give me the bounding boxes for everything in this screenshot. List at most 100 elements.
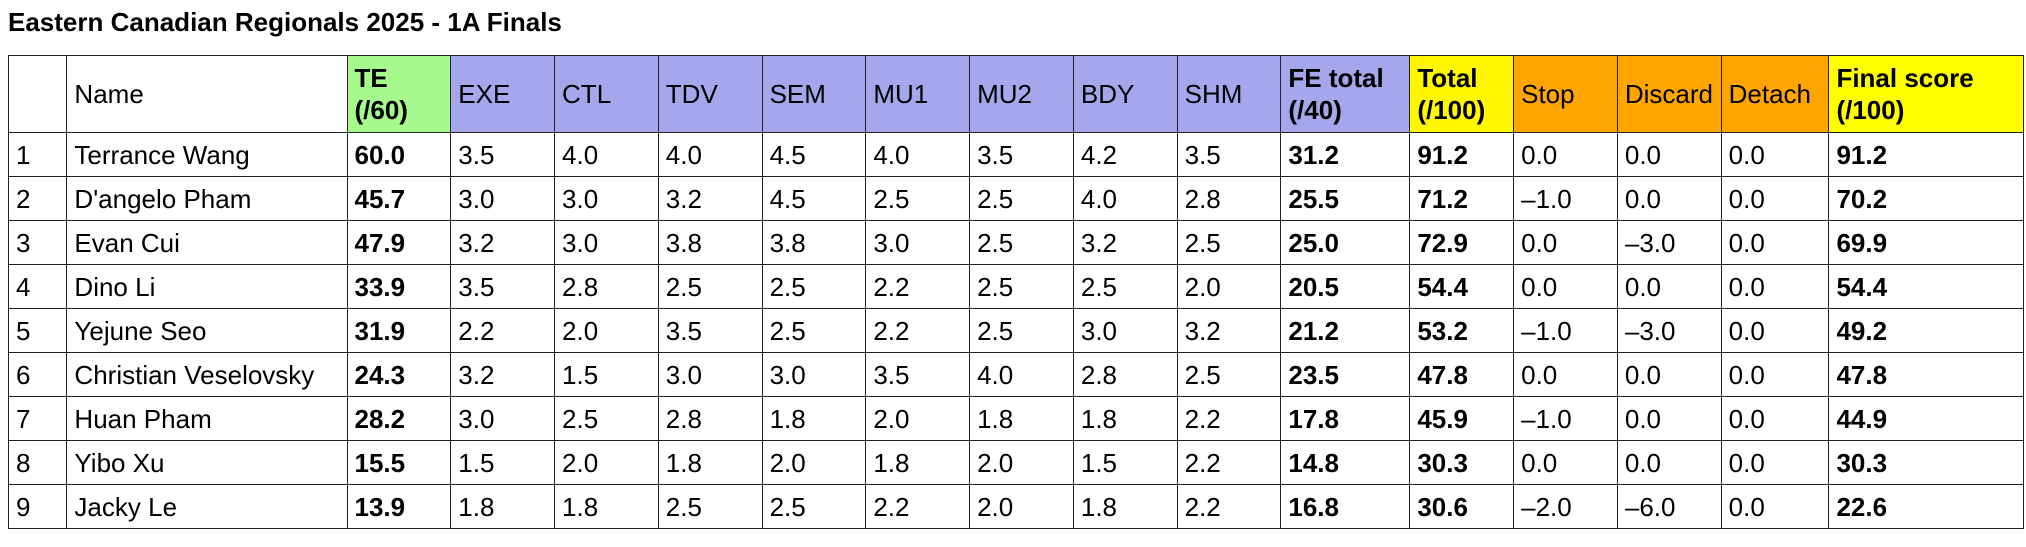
header-tdv: TDV	[657, 55, 763, 133]
cell-rank: 3	[7, 220, 68, 265]
cell-final: 91.2	[1828, 132, 2024, 177]
table-row: 9 Jacky Le 13.9 1.8 1.8 2.5 2.5 2.2 2.0 1.8 2.2 16.…	[7, 484, 2024, 529]
cell-fe-total: 14.8	[1280, 440, 1411, 485]
header-mu2: MU2	[969, 55, 1074, 133]
table-row: 5 Yejune Seo 31.9 2.2 2.0 3.5 2.5 2.2 2.5 3.0 3.2 2…	[7, 308, 2024, 353]
cell-tdv: 3.8	[657, 220, 763, 265]
cell-fe-total: 17.8	[1280, 396, 1411, 441]
page-title: Eastern Canadian Regionals 2025 - 1A Fin…	[8, 7, 562, 37]
cell-bdy: 1.5	[1072, 440, 1178, 485]
cell-total: 30.6	[1409, 484, 1515, 529]
cell-tdv: 2.5	[657, 264, 763, 309]
cell-ctl: 2.8	[554, 264, 659, 309]
cell-te: 13.9	[346, 484, 452, 529]
cell-rank: 8	[7, 440, 68, 485]
cell-te: 28.2	[346, 396, 452, 441]
cell-rank: 7	[7, 396, 68, 441]
header-fe-total: FE total (/40)	[1280, 55, 1411, 133]
cell-bdy: 3.0	[1072, 308, 1178, 353]
cell-tdv: 3.5	[657, 308, 763, 353]
cell-rank: 9	[7, 484, 68, 529]
header-shm: SHM	[1176, 55, 1282, 133]
cell-discard: 0.0	[1616, 396, 1722, 441]
table-row: 7 Huan Pham 28.2 3.0 2.5 2.8 1.8 2.0 1.8 1.8 2.2 17…	[7, 396, 2024, 441]
table-row: 8 Yibo Xu 15.5 1.5 2.0 1.8 2.0 1.8 2.0 1.5 2.2 14.8…	[7, 440, 2024, 485]
cell-sem: 2.5	[761, 264, 867, 309]
cell-shm: 2.2	[1176, 484, 1282, 529]
header-bdy: BDY	[1072, 55, 1178, 133]
cell-tdv: 1.8	[657, 440, 763, 485]
cell-sem: 3.0	[761, 352, 867, 397]
cell-mu1: 4.0	[865, 132, 971, 177]
cell-final: 49.2	[1828, 308, 2024, 353]
cell-final: 44.9	[1828, 396, 2024, 441]
cell-mu1: 2.2	[865, 264, 971, 309]
cell-fe-total: 25.0	[1280, 220, 1411, 265]
cell-detach: 0.0	[1720, 440, 1830, 485]
cell-shm: 2.0	[1176, 264, 1282, 309]
cell-name: Yibo Xu	[66, 440, 348, 485]
cell-exe: 3.0	[450, 396, 556, 441]
cell-exe: 3.5	[450, 264, 556, 309]
table-row: 4 Dino Li 33.9 3.5 2.8 2.5 2.5 2.2 2.5 2.5 2.0 20.5…	[7, 264, 2024, 309]
cell-tdv: 4.0	[657, 132, 763, 177]
table-row: 2 D'angelo Pham 45.7 3.0 3.0 3.2 4.5 2.5 2.5 4.0 2…	[7, 176, 2024, 221]
cell-detach: 0.0	[1720, 264, 1830, 309]
cell-name: Terrance Wang	[66, 132, 348, 177]
cell-shm: 2.5	[1176, 352, 1282, 397]
table-row: 3 Evan Cui 47.9 3.2 3.0 3.8 3.8 3.0 2.5 3.2 2.5 25.…	[7, 220, 2024, 265]
cell-mu2: 2.5	[969, 220, 1074, 265]
cell-detach: 0.0	[1720, 132, 1830, 177]
cell-te: 47.9	[346, 220, 452, 265]
cell-mu2: 2.0	[969, 440, 1074, 485]
cell-bdy: 4.2	[1072, 132, 1178, 177]
header-exe: EXE	[450, 55, 556, 133]
cell-stop: 0.0	[1513, 352, 1618, 397]
cell-shm: 3.2	[1176, 308, 1282, 353]
cell-total: 71.2	[1409, 176, 1515, 221]
cell-sem: 2.0	[761, 440, 867, 485]
cell-discard: –6.0	[1616, 484, 1722, 529]
header-discard: Discard	[1616, 55, 1722, 133]
cell-shm: 3.5	[1176, 132, 1282, 177]
cell-stop: –1.0	[1513, 396, 1618, 441]
cell-mu1: 2.0	[865, 396, 971, 441]
cell-te: 24.3	[346, 352, 452, 397]
cell-rank: 1	[7, 132, 68, 177]
header-stop: Stop	[1513, 55, 1618, 133]
cell-te: 33.9	[346, 264, 452, 309]
cell-sem: 4.5	[761, 132, 867, 177]
cell-exe: 1.8	[450, 484, 556, 529]
cell-detach: 0.0	[1720, 484, 1830, 529]
cell-stop: 0.0	[1513, 132, 1618, 177]
cell-tdv: 3.0	[657, 352, 763, 397]
header-sem: SEM	[761, 55, 867, 133]
cell-ctl: 2.0	[554, 308, 659, 353]
cell-fe-total: 21.2	[1280, 308, 1411, 353]
cell-te: 15.5	[346, 440, 452, 485]
cell-tdv: 3.2	[657, 176, 763, 221]
cell-name: Yejune Seo	[66, 308, 348, 353]
cell-rank: 6	[7, 352, 68, 397]
cell-rank: 5	[7, 308, 68, 353]
cell-final: 47.8	[1828, 352, 2024, 397]
header-name: Name	[66, 55, 348, 133]
cell-fe-total: 20.5	[1280, 264, 1411, 309]
cell-mu2: 2.5	[969, 308, 1074, 353]
cell-total: 30.3	[1409, 440, 1515, 485]
header-ctl: CTL	[554, 55, 659, 133]
cell-exe: 3.5	[450, 132, 556, 177]
cell-total: 54.4	[1409, 264, 1515, 309]
cell-fe-total: 23.5	[1280, 352, 1411, 397]
cell-ctl: 1.5	[554, 352, 659, 397]
header-rank	[7, 55, 68, 133]
cell-sem: 1.8	[761, 396, 867, 441]
header-total: Total (/100)	[1409, 55, 1515, 133]
cell-mu2: 4.0	[969, 352, 1074, 397]
cell-sem: 4.5	[761, 176, 867, 221]
cell-discard: 0.0	[1616, 264, 1722, 309]
cell-ctl: 3.0	[554, 176, 659, 221]
cell-sem: 3.8	[761, 220, 867, 265]
cell-total: 45.9	[1409, 396, 1515, 441]
